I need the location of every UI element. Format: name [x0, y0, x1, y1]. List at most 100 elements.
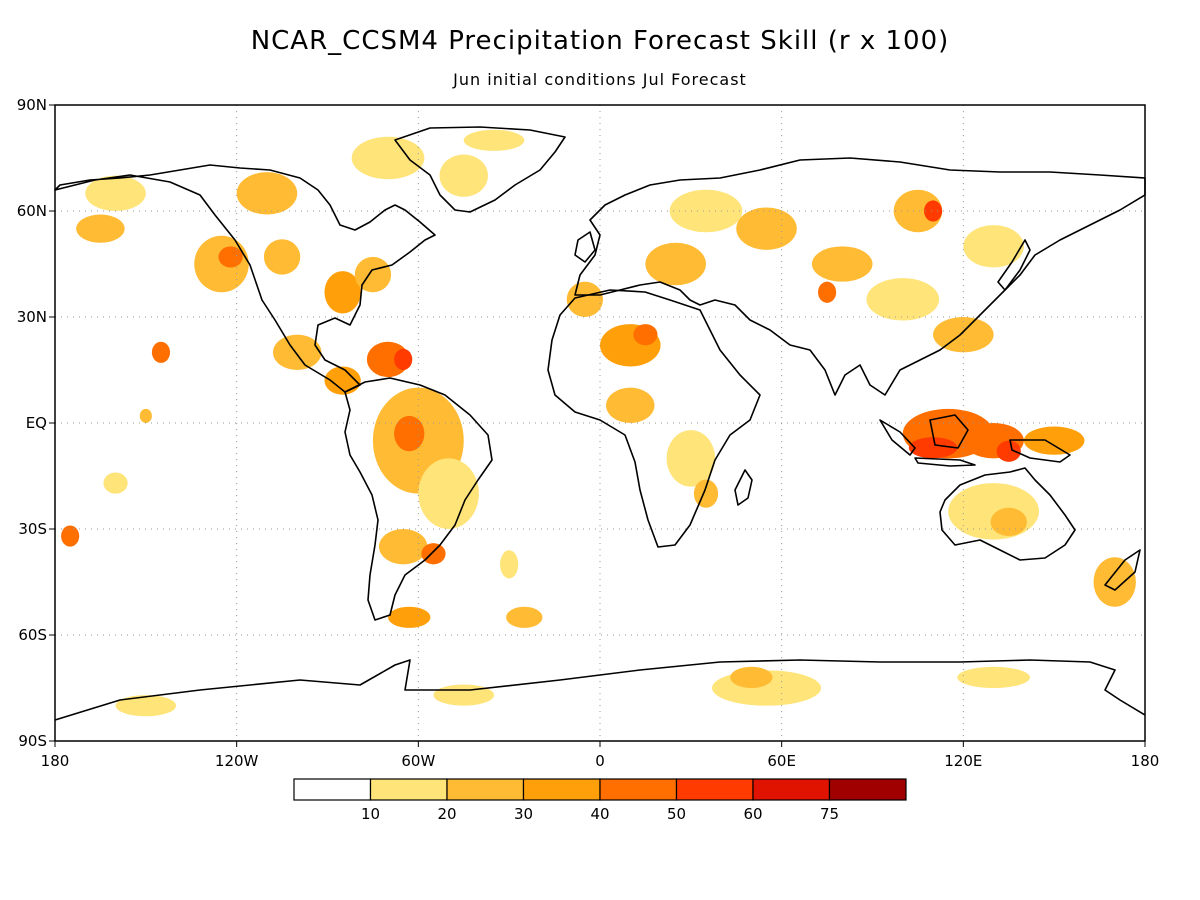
- skill-region-24: [103, 472, 128, 494]
- skill-region-25: [500, 550, 519, 579]
- coastline-new-guinea: [1009, 439, 1071, 463]
- coastline-java: [914, 457, 976, 467]
- map-subtitle: Jun initial conditions Jul Forecast: [453, 70, 747, 89]
- skill-region-38: [893, 189, 943, 233]
- legend-threshold-label: 60: [743, 805, 762, 823]
- skill-region-29: [566, 281, 604, 318]
- coastline-south-america: [344, 377, 493, 621]
- skill-region-14: [463, 129, 525, 151]
- coastline-sumatra: [879, 419, 916, 456]
- skill-region-28: [633, 324, 658, 346]
- skill-region-35: [736, 207, 797, 250]
- legend-threshold-label: 75: [820, 805, 839, 823]
- skill-region-16: [394, 415, 425, 452]
- legend-swatch: [293, 778, 372, 801]
- coastline-greenland: [394, 126, 566, 213]
- skill-region-17: [418, 458, 479, 529]
- skill-region-39: [923, 200, 943, 222]
- coastline-borneo: [929, 414, 969, 449]
- lat-tick-label: 30N: [17, 308, 47, 326]
- legend-threshold-label: 10: [361, 805, 380, 823]
- skill-region-47: [1023, 426, 1085, 455]
- skill-region-12: [351, 136, 425, 180]
- coastlines: [54, 126, 1146, 721]
- skill-region-18: [378, 529, 428, 565]
- coastline-new-zealand: [1104, 549, 1141, 591]
- skill-region-26: [506, 606, 543, 628]
- legend-swatch: [522, 778, 601, 801]
- legend-swatch: [752, 778, 831, 801]
- skill-region-37: [818, 281, 837, 303]
- skill-shading-layer: [61, 129, 1136, 717]
- coastline-africa: [547, 289, 761, 548]
- skill-region-6: [324, 271, 361, 314]
- skill-region-4: [76, 214, 125, 243]
- skill-region-5: [263, 239, 301, 275]
- lat-tick-label: 60S: [18, 626, 47, 644]
- legend-threshold-label: 40: [590, 805, 609, 823]
- skill-region-55: [957, 666, 1030, 689]
- legend-swatch: [599, 778, 678, 801]
- skill-region-32: [693, 479, 719, 508]
- skill-region-34: [669, 189, 743, 233]
- skill-region-31: [666, 430, 716, 487]
- skill-region-2: [236, 172, 298, 215]
- legend-swatch: [675, 778, 754, 801]
- skill-region-48: [948, 483, 1040, 540]
- lon-tick-label: 60W: [401, 752, 435, 770]
- coastline-madagascar: [734, 469, 753, 506]
- legend-swatch: [828, 778, 907, 801]
- legend-threshold-label: 50: [667, 805, 686, 823]
- skill-region-22: [139, 408, 152, 423]
- skill-region-36: [811, 246, 873, 282]
- graticule: [55, 105, 1145, 741]
- legend-threshold-label: 30: [514, 805, 533, 823]
- skill-region-46: [996, 440, 1021, 462]
- coastline-antarctica: [54, 659, 1146, 721]
- skill-region-11: [394, 348, 413, 370]
- skill-region-44: [908, 437, 958, 459]
- skill-region-52: [730, 666, 773, 689]
- map-title: NCAR_CCSM4 Precipitation Forecast Skill …: [250, 26, 950, 56]
- skill-region-13: [439, 154, 488, 197]
- lon-tick-label: 120W: [215, 752, 259, 770]
- skill-region-19: [421, 543, 446, 565]
- skill-region-40: [963, 225, 1024, 268]
- lat-tick-label: EQ: [26, 414, 47, 432]
- legend-threshold-label: 20: [437, 805, 456, 823]
- skill-region-9: [324, 366, 361, 395]
- axis-labels: 90N 60N 30N EQ 30S 60S 90S 180 120W 60W 0 60E 120E 18…: [17, 96, 1160, 770]
- coastline-japan: [997, 239, 1031, 291]
- legend-swatch: [369, 778, 448, 801]
- skill-region-23: [61, 525, 80, 547]
- skill-region-50: [1093, 557, 1136, 607]
- lon-tick-label: 60E: [767, 752, 796, 770]
- skill-region-49: [990, 507, 1027, 537]
- skill-region-20: [388, 606, 431, 628]
- lat-tick-label: 90N: [17, 96, 47, 114]
- coastline-british-isles: [574, 231, 596, 263]
- coastline-australia: [939, 467, 1076, 561]
- skill-region-30: [606, 387, 655, 424]
- skill-region-42: [933, 317, 994, 353]
- skill-region-21: [151, 341, 171, 363]
- color-legend: 10 20 30 40 50 60 75: [293, 778, 907, 823]
- skill-region-3: [85, 175, 146, 211]
- skill-region-41: [866, 278, 940, 321]
- lon-tick-label: 180: [41, 752, 70, 770]
- lat-tick-label: 90S: [18, 732, 47, 750]
- skill-region-7: [354, 256, 392, 293]
- lat-tick-label: 60N: [17, 202, 47, 220]
- skill-region-54: [115, 695, 177, 717]
- skill-region-8: [273, 334, 322, 371]
- lat-tick-label: 30S: [18, 520, 47, 538]
- coastline-eurasia: [574, 157, 1146, 396]
- lon-tick-label: 120E: [944, 752, 982, 770]
- skill-region-33: [645, 242, 706, 286]
- skill-region-0: [194, 235, 249, 293]
- legend-swatch: [446, 778, 525, 801]
- lon-tick-label: 0: [595, 752, 605, 770]
- lon-tick-label: 180: [1131, 752, 1160, 770]
- coastline-north-america: [54, 164, 436, 393]
